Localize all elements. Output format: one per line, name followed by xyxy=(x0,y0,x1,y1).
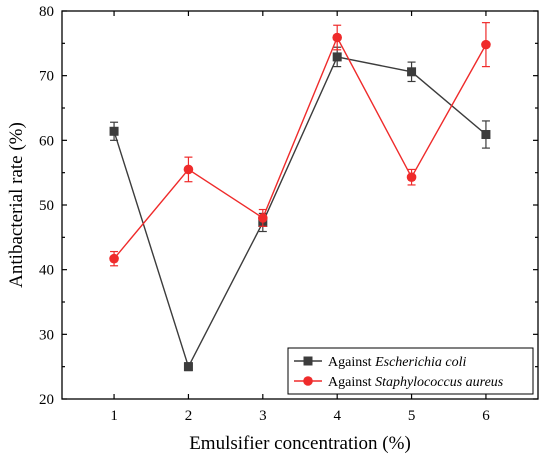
data-point-circle xyxy=(258,213,268,223)
series-1 xyxy=(109,46,491,372)
data-point-square xyxy=(481,130,491,140)
axes-layer: 1 2 3 4 5 6 20 30 40 50 60 70 80 xyxy=(39,4,539,424)
series-layer xyxy=(109,22,491,372)
data-point-circle xyxy=(109,253,119,264)
y-tick-label: 30 xyxy=(39,327,54,343)
legend-label-prefix: Against xyxy=(328,355,375,370)
legend-label-species: Staphylococcus aureus xyxy=(375,375,504,390)
x-tick-label: 2 xyxy=(185,408,193,424)
x-tick-label: 3 xyxy=(259,408,267,424)
y-tick-label: 20 xyxy=(39,392,54,408)
legend-label: Against Staphylococcus aureus xyxy=(328,375,504,390)
x-tick-label: 6 xyxy=(482,408,490,424)
data-point-square xyxy=(332,52,342,62)
x-axis-title: Emulsifier concentration (%) xyxy=(189,433,411,454)
x-tick-label: 4 xyxy=(333,408,341,424)
data-point-square xyxy=(183,362,193,372)
y-tick-label: 50 xyxy=(39,198,54,214)
series-line xyxy=(113,56,487,369)
data-point-circle xyxy=(183,164,194,175)
legend-marker-square xyxy=(303,356,313,366)
data-point-circle xyxy=(406,172,417,182)
series-2 xyxy=(109,22,491,267)
data-point-circle xyxy=(332,32,342,43)
legend-label-prefix: Against xyxy=(328,375,375,390)
series-line xyxy=(113,35,487,260)
y-tick-label: 60 xyxy=(39,133,54,149)
x-tick-label: 1 xyxy=(110,408,118,424)
legend-box xyxy=(287,347,534,395)
data-point-square xyxy=(407,67,417,77)
data-point-square xyxy=(109,126,119,136)
y-tick-label: 40 xyxy=(39,263,54,279)
legend-label-species: Escherichia coli xyxy=(374,355,466,370)
y-axis-title: Antibacterial rate (%) xyxy=(6,122,27,288)
x-tick-label: 5 xyxy=(408,408,416,424)
y-tick-label: 70 xyxy=(39,69,54,85)
y-tick-label: 80 xyxy=(39,4,54,20)
legend-label: Against Escherichia coli xyxy=(328,355,467,370)
plot-frame xyxy=(61,10,539,400)
legend-marker-circle xyxy=(303,376,313,386)
data-point-circle xyxy=(481,39,491,50)
